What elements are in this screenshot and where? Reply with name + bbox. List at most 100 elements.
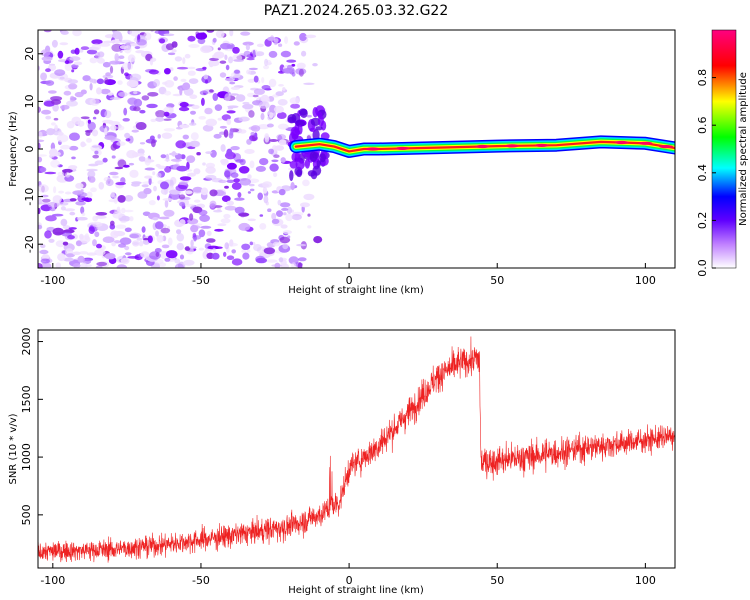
spectrogram-noise-blob bbox=[89, 83, 93, 91]
spectrogram-noise-blob bbox=[217, 223, 227, 227]
spectrogram-noise-blob bbox=[171, 41, 178, 48]
spectrogram-noise-blob bbox=[203, 74, 209, 80]
spectrogram-noise-blob bbox=[288, 256, 299, 265]
spectrogram-noise-blob bbox=[89, 57, 98, 64]
spectrogram-noise-blob bbox=[184, 190, 193, 195]
spectrogram-noise-blob bbox=[189, 140, 200, 147]
spectrogram-noise-blob bbox=[41, 56, 53, 61]
spectrogram-noise-blob bbox=[280, 157, 286, 163]
spectrogram-noise-blob bbox=[139, 109, 146, 114]
spectrogram-noise-blob bbox=[124, 245, 130, 251]
spectrogram-noise-blob bbox=[60, 218, 68, 226]
spectrogram-noise-blob bbox=[277, 199, 282, 206]
spectrogram-noise-blob bbox=[64, 60, 70, 65]
spectrogram-noise-blob bbox=[200, 225, 212, 229]
spectrogram-noise-blob bbox=[229, 93, 239, 96]
spectrogram-noise-blob bbox=[253, 244, 262, 252]
spectrogram-noise-blob bbox=[248, 183, 255, 187]
spectrogram-noise-blob bbox=[116, 264, 128, 268]
spectrogram-noise-blob bbox=[124, 132, 131, 139]
spectrogram-noise-blob bbox=[143, 187, 152, 195]
spectrogram-noise-blob bbox=[104, 110, 112, 119]
spectrogram-noise-blob bbox=[229, 81, 236, 85]
spectrogram-noise-blob bbox=[92, 154, 99, 159]
spectrogram-noise-blob bbox=[86, 252, 97, 256]
spectrogram-noise-blob bbox=[149, 58, 154, 66]
spectrogram-noise-blob bbox=[278, 43, 283, 47]
spectrogram-noise-blob bbox=[229, 128, 234, 136]
spectrogram-noise-blob bbox=[40, 262, 52, 268]
spectrogram-noise-blob bbox=[229, 30, 234, 37]
spectrogram-noise-blob bbox=[176, 66, 189, 70]
spectrogram-noise-blob bbox=[242, 41, 254, 46]
spectrogram-noise-blob bbox=[95, 265, 103, 268]
spectrogram-noise-blob bbox=[206, 238, 216, 243]
spectrogram-noise-blob bbox=[233, 178, 240, 183]
spectrogram-noise-blob bbox=[205, 162, 215, 169]
spectrogram-noise-blob bbox=[191, 104, 200, 110]
spectrogram-noise-blob bbox=[271, 212, 277, 220]
spectrogram-noise-blob bbox=[133, 98, 143, 107]
spectrogram-noise-blob bbox=[58, 202, 69, 206]
spectrogram-noise-blob bbox=[259, 223, 267, 230]
spectrogram-noise-blob bbox=[212, 247, 216, 253]
spectrogram-noise-blob bbox=[128, 135, 134, 144]
spectrogram-noise-blob bbox=[268, 78, 277, 88]
spectrogram-noise-blob bbox=[179, 254, 185, 260]
spectrogram-noise-blob bbox=[102, 61, 111, 68]
spectrogram-noise-blob bbox=[179, 181, 188, 186]
spectrogram-noise-blob bbox=[163, 209, 175, 217]
spectrogram-noise-blob bbox=[157, 165, 166, 170]
spectrogram-noise-blob bbox=[52, 103, 59, 112]
spectrogram-noise-blob bbox=[48, 238, 55, 243]
spectrogram-noise-blob bbox=[224, 48, 235, 52]
spectrogram-noise-blob bbox=[45, 68, 51, 73]
spectrogram-noise-blob bbox=[65, 253, 75, 258]
spectrogram-noise-blob bbox=[180, 190, 184, 195]
spectrogram-noise-blob bbox=[100, 88, 111, 95]
spectrogram-noise-blob bbox=[179, 124, 190, 129]
spectrogram-noise-blob bbox=[287, 235, 291, 239]
spectrogram-noise-blob bbox=[199, 90, 209, 96]
spectrogram-noise-blob bbox=[167, 52, 176, 56]
spectrogram-noise-blob bbox=[158, 38, 166, 44]
spectrogram-noise-blob bbox=[209, 189, 218, 197]
x-tick-label: 0 bbox=[346, 274, 353, 287]
spectrogram-noise-blob bbox=[93, 109, 100, 115]
spectrogram-noise-blob bbox=[86, 168, 98, 172]
spectrogram-noise-blob bbox=[124, 195, 134, 202]
spectrogram-noise-blob bbox=[223, 213, 231, 219]
spectrogram-noise-blob bbox=[205, 118, 217, 127]
spectrogram-noise-blob bbox=[296, 169, 303, 178]
spectrogram-noise-blob bbox=[238, 129, 247, 134]
spectrogram-noise-blob bbox=[53, 117, 59, 121]
spectrogram-noise-blob bbox=[67, 235, 75, 240]
spectrogram-noise-blob bbox=[38, 139, 45, 143]
spectrogram-noise-blob bbox=[144, 157, 151, 166]
spectrogram-noise-blob bbox=[190, 110, 196, 115]
spectrogram-noise-blob bbox=[269, 112, 274, 119]
spectrogram-noise-blob bbox=[213, 209, 223, 213]
spectrogram-noise-blob bbox=[127, 256, 140, 259]
spectrogram-noise-blob bbox=[160, 154, 167, 159]
spectrogram-noise-blob bbox=[91, 78, 97, 84]
spectrogram-noise-blob bbox=[168, 152, 179, 156]
spectrogram-noise-blob bbox=[282, 87, 286, 91]
spectrogram-noise-blob bbox=[206, 30, 215, 33]
snr-x-axis-label: Height of straight line (km) bbox=[288, 585, 424, 596]
spectrogram-ridge-peak bbox=[475, 144, 490, 149]
colorbar-tick-label: 0.8 bbox=[696, 69, 709, 87]
spectrogram-noise-blob bbox=[129, 216, 134, 222]
spectrogram-noise-blob bbox=[59, 42, 69, 46]
spectrogram-noise-blob bbox=[79, 233, 84, 240]
spectrogram-noise-blob bbox=[309, 127, 317, 132]
spectrogram-noise-blob bbox=[238, 116, 250, 122]
spectrogram-noise-blob bbox=[111, 155, 116, 159]
spectrogram-noise-blob bbox=[287, 114, 297, 123]
spectrogram-noise-blob bbox=[215, 30, 225, 39]
spectrogram-noise-blob bbox=[174, 56, 183, 62]
spectrogram-noise-blob bbox=[228, 56, 234, 64]
spectrogram-noise-blob bbox=[269, 163, 279, 172]
spectrogram-noise-blob bbox=[111, 242, 116, 247]
spectrogram-noise-blob bbox=[285, 213, 293, 222]
